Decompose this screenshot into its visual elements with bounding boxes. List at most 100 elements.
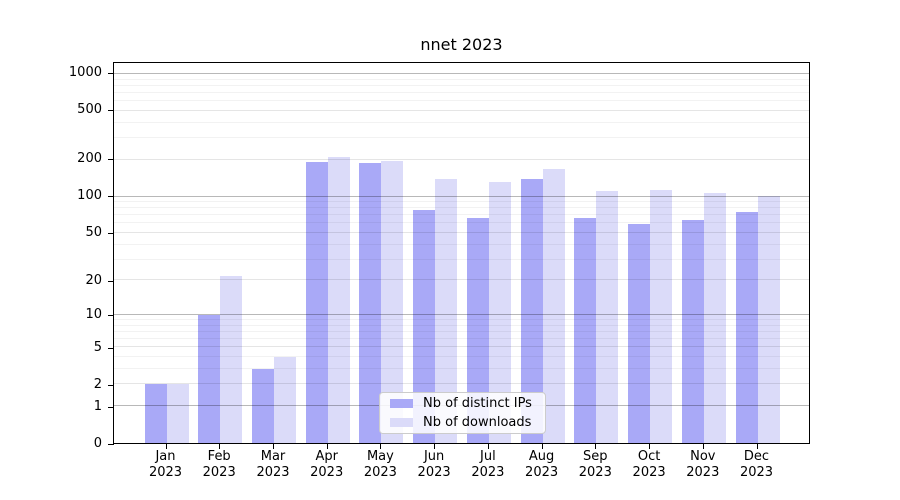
x-tick-mark <box>434 444 436 449</box>
bar-distinct-ips-jul <box>466 217 489 443</box>
y-tick-label: 2 <box>93 377 102 392</box>
major-gridline <box>114 158 809 160</box>
bar-downloads-sep <box>596 191 619 443</box>
bar-distinct-ips-sep <box>574 217 597 443</box>
x-tick-label-oct: Oct 2023 <box>632 449 666 480</box>
legend: Nb of distinct IPs Nb of downloads <box>379 392 546 434</box>
y-tick-label: 100 <box>77 188 102 204</box>
legend-entry-downloads: Nb of downloads <box>390 414 545 431</box>
y-tick-mark <box>108 385 114 386</box>
bar-downloads-jul <box>488 182 511 443</box>
x-tick-label-apr: Apr 2023 <box>310 449 344 480</box>
minor-gridline <box>114 207 809 209</box>
bar-downloads-may <box>381 160 404 443</box>
minor-gridline <box>114 84 809 86</box>
x-tick-mark <box>649 444 651 449</box>
x-tick-label-feb: Feb 2023 <box>202 449 236 480</box>
minor-gridline <box>114 222 809 224</box>
x-tick-label-mar: Mar 2023 <box>256 449 290 480</box>
x-tick-label-sep: Sep 2023 <box>578 449 612 480</box>
x-tick-label-jan: Jan 2023 <box>148 449 183 480</box>
y-tick-mark <box>108 444 114 445</box>
minor-gridline <box>114 214 809 216</box>
y-tick-mark <box>108 406 114 408</box>
x-tick-mark <box>219 444 221 449</box>
bar-downloads-apr <box>327 157 350 443</box>
minor-gridline <box>114 92 809 93</box>
bar-downloads-feb <box>220 275 243 443</box>
bar-distinct-ips-jun <box>413 209 436 443</box>
minor-gridline <box>114 319 809 320</box>
bar-downloads-nov <box>703 192 726 443</box>
major-gridline <box>114 279 809 281</box>
minor-gridline <box>114 137 809 139</box>
bar-distinct-ips-nov <box>681 220 704 443</box>
y-tick-mark <box>108 73 114 74</box>
y-tick-mark <box>108 196 114 198</box>
minor-gridline <box>114 100 809 102</box>
plot-area <box>113 62 810 444</box>
y-tick-label: 20 <box>85 272 102 288</box>
x-tick-mark <box>756 444 758 449</box>
legend-swatch-distinct-ips <box>390 399 413 408</box>
x-tick-label-jun: Jun 2023 <box>417 449 451 480</box>
major-gridline <box>114 195 809 197</box>
y-tick-label: 500 <box>77 102 102 118</box>
major-gridline <box>114 109 809 111</box>
x-tick-mark <box>273 444 274 449</box>
minor-gridline <box>114 121 809 123</box>
y-tick-mark <box>108 347 114 349</box>
y-tick-label: 10 <box>85 307 102 323</box>
y-tick-mark <box>108 159 114 161</box>
minor-gridline <box>114 78 809 80</box>
bar-distinct-ips-mar <box>251 368 274 443</box>
y-tick-label: 1000 <box>68 65 102 80</box>
x-tick-mark <box>541 444 543 449</box>
bar-distinct-ips-dec <box>735 211 758 443</box>
legend-label-downloads: Nb of downloads <box>423 414 532 430</box>
x-tick-mark <box>702 444 704 449</box>
x-tick-label-aug: Aug 2023 <box>525 449 559 480</box>
minor-gridline <box>114 330 809 332</box>
legend-swatch-downloads <box>390 418 413 427</box>
bar-downloads-dec <box>757 196 780 443</box>
major-gridline <box>114 346 809 348</box>
x-tick-mark <box>487 444 489 449</box>
bar-distinct-ips-aug <box>520 178 543 443</box>
bar-distinct-ips-feb <box>198 314 221 443</box>
x-tick-mark <box>380 444 382 449</box>
bar-downloads-aug <box>542 169 565 443</box>
legend-entry-distinct-ips: Nb of distinct IPs <box>390 395 545 412</box>
bar-downloads-mar <box>273 357 296 443</box>
major-gridline <box>114 383 809 385</box>
minor-gridline <box>114 201 809 202</box>
x-tick-mark <box>165 444 167 449</box>
bar-downloads-oct <box>650 189 673 443</box>
bar-distinct-ips-may <box>359 163 382 443</box>
bar-distinct-ips-jan <box>144 384 167 443</box>
y-tick-label: 1 <box>93 398 102 414</box>
y-tick-label: 0 <box>93 436 102 451</box>
x-tick-mark <box>595 444 597 449</box>
y-tick-mark <box>108 232 114 234</box>
minor-gridline <box>114 356 809 357</box>
minor-gridline <box>114 367 809 369</box>
x-tick-label-may: May 2023 <box>363 449 397 480</box>
legend-label-distinct-ips: Nb of distinct IPs <box>423 395 532 411</box>
bar-distinct-ips-oct <box>628 224 651 443</box>
y-tick-label: 50 <box>85 224 102 240</box>
minor-gridline <box>114 338 809 340</box>
minor-gridline <box>114 258 809 260</box>
x-tick-label-jul: Jul 2023 <box>471 449 505 480</box>
y-tick-mark <box>108 280 114 282</box>
bar-distinct-ips-apr <box>305 162 328 443</box>
x-tick-label-dec: Dec 2023 <box>739 449 774 480</box>
chart-title: nnet 2023 <box>420 35 503 54</box>
x-tick-mark <box>326 444 328 449</box>
y-tick-label: 200 <box>77 151 102 167</box>
minor-gridline <box>114 324 809 326</box>
major-gridline <box>114 313 809 315</box>
y-tick-mark <box>108 110 114 112</box>
x-tick-label-nov: Nov 2023 <box>686 449 720 480</box>
